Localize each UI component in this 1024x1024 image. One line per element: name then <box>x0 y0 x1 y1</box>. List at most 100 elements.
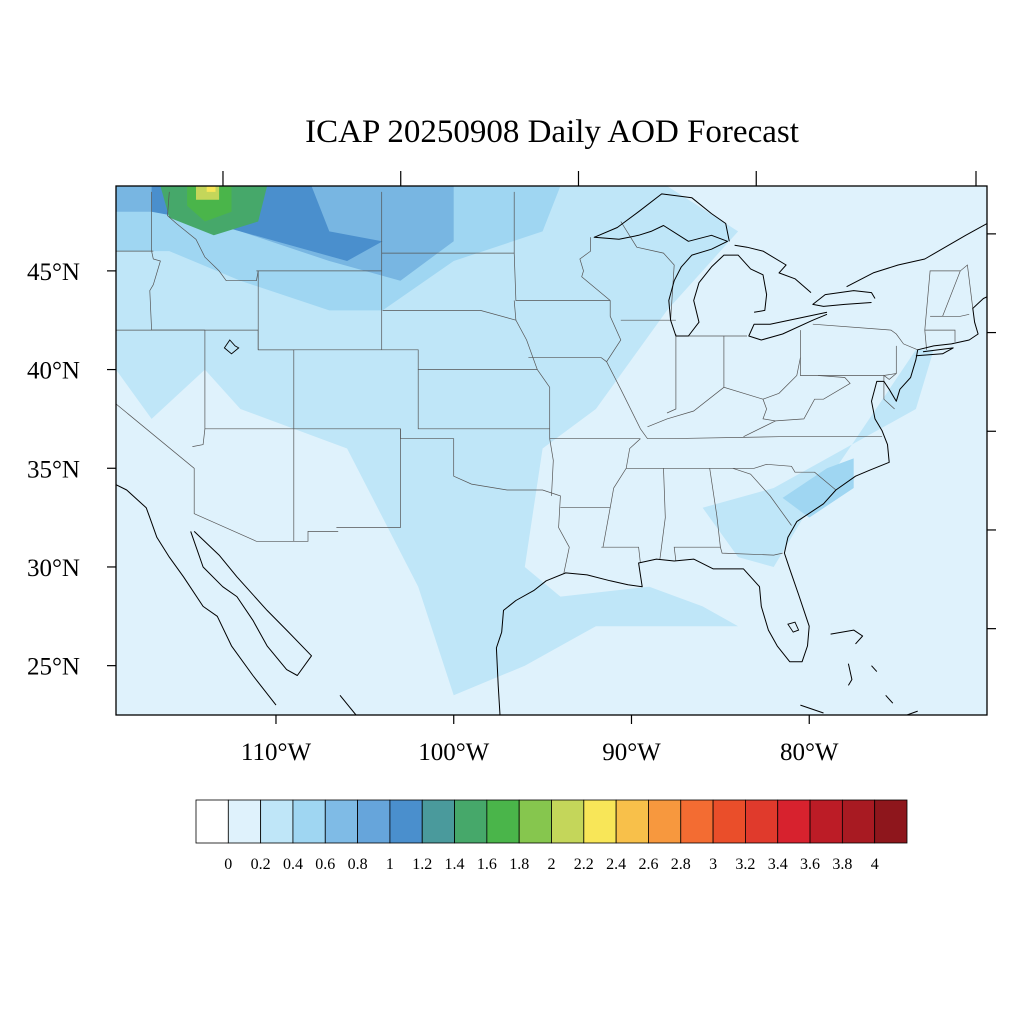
state-boundary <box>400 428 570 573</box>
colorbar-box <box>615 799 649 844</box>
coastline <box>495 296 987 715</box>
colorbar-box <box>551 799 585 844</box>
colorbar-box <box>874 799 908 844</box>
colorbar-label: 0.6 <box>315 856 335 873</box>
coastline <box>915 347 954 357</box>
state-boundary <box>812 323 918 351</box>
state-boundary <box>666 334 677 414</box>
coastline <box>116 484 277 706</box>
coastline <box>906 710 918 715</box>
aod-region <box>782 458 854 518</box>
lon-tick-label: 110°W <box>241 739 312 766</box>
coastline <box>339 694 357 715</box>
colorbar-box <box>454 799 488 844</box>
latitude-labels: 45°N 40°N 35°N 30°N 25°N <box>27 259 80 681</box>
lat-tick-label: 45°N <box>27 259 80 286</box>
state-boundary <box>924 270 961 331</box>
colorbar-label: 0.2 <box>251 856 271 873</box>
colorbar-label: 2.2 <box>574 856 594 873</box>
state-boundary <box>942 313 970 317</box>
colorbar-label: 1 <box>386 856 394 873</box>
colorbar-label: 2.6 <box>639 856 659 873</box>
colorbar-box <box>227 799 262 844</box>
lon-tick-label: 80°W <box>780 739 839 766</box>
map-frame <box>115 185 988 716</box>
state-boundary <box>709 463 837 491</box>
colorbar-label: 1.8 <box>509 856 529 873</box>
state-boundary <box>382 310 516 321</box>
coastline <box>1 186 15 196</box>
colorbar-box <box>421 799 455 844</box>
aod-region <box>206 186 216 192</box>
lake-outline <box>223 339 240 355</box>
state-boundary <box>116 250 154 252</box>
colorbar-box <box>260 799 294 844</box>
colorbar-box <box>648 799 682 844</box>
state-boundary <box>528 300 622 363</box>
colorbar-label: 2 <box>548 856 556 873</box>
lon-tick-label: 100°W <box>418 739 489 766</box>
state-boundary <box>732 467 792 526</box>
colorbar-box <box>712 799 746 844</box>
colorbar-label: 1.6 <box>477 856 497 873</box>
state-boundary <box>883 345 897 410</box>
colorbar-box <box>195 799 229 844</box>
colorbar-box <box>518 799 552 844</box>
colorbar-label: 3 <box>709 856 717 873</box>
coastline <box>27 194 55 230</box>
lon-tick-label: 90°W <box>602 739 661 766</box>
colorbar-label: 3.4 <box>768 856 788 873</box>
coastline <box>593 193 768 337</box>
colorbar-box <box>777 799 811 844</box>
colorbar-label: 3.2 <box>735 856 755 873</box>
map-ticks-layer <box>107 171 996 724</box>
state-boundary <box>417 369 550 430</box>
colorbar-box <box>486 799 520 844</box>
colorbar-boxes <box>195 799 908 844</box>
coastline <box>830 629 864 645</box>
coastline <box>871 665 878 672</box>
lake-outline <box>787 621 800 633</box>
colorbar-label: 1.2 <box>412 856 432 873</box>
aod-colorbar: 0 0.2 0.4 0.6 0.8 1 1.2 1.4 1.6 1.8 2 2.2 2.4 2.6 2.8 3… <box>195 799 908 873</box>
figure-title: ICAP 20250908 Daily AOD Forecast <box>305 114 799 150</box>
coastline <box>885 694 894 704</box>
state-boundary <box>579 237 611 301</box>
lat-tick-label: 25°N <box>27 654 80 681</box>
state-boundary <box>942 264 974 317</box>
state-boundary <box>762 357 801 400</box>
coastline <box>190 531 312 676</box>
colorbar-label: 1.4 <box>445 856 465 873</box>
colorbar-box <box>583 799 617 844</box>
state-boundary <box>663 467 721 562</box>
colorbar-label: 2.8 <box>671 856 691 873</box>
colorbar-labels: 0 0.2 0.4 0.6 0.8 1 1.2 1.4 1.6 1.8 2 2.2 2.4 2.6 2.8 3… <box>224 856 878 873</box>
colorbar-box <box>357 799 391 844</box>
aod-region <box>116 186 739 696</box>
colorbar-label: 3.8 <box>832 856 852 873</box>
coastline <box>800 704 824 714</box>
state-boundary <box>513 191 611 301</box>
map-panel: 45°N 40°N 35°N 30°N 25°N 110°W 100°W 90°W 80°W <box>1 171 996 766</box>
colorbar-label: 3.6 <box>800 856 820 873</box>
colorbar-label: 0 <box>224 856 232 873</box>
colorbar-label: 2.4 <box>606 856 626 873</box>
coastline <box>812 290 876 307</box>
colorbar-label: 0.4 <box>283 856 303 873</box>
state-boundary <box>720 547 783 556</box>
colorbar-box <box>324 799 358 844</box>
coastline-layer <box>1 186 987 715</box>
lat-tick-label: 30°N <box>27 555 80 582</box>
state-boundaries-layer <box>116 191 974 573</box>
state-boundary <box>626 467 666 560</box>
aod-region <box>702 349 934 567</box>
colorbar-box <box>841 799 876 844</box>
state-boundary <box>647 436 883 440</box>
colorbar-label: 0.8 <box>348 856 368 873</box>
longitude-labels: 110°W 100°W 90°W 80°W <box>241 739 839 766</box>
colorbar-box <box>809 799 843 844</box>
colorbar-box <box>389 799 423 844</box>
state-boundary <box>924 329 956 350</box>
lat-tick-label: 35°N <box>27 456 80 483</box>
